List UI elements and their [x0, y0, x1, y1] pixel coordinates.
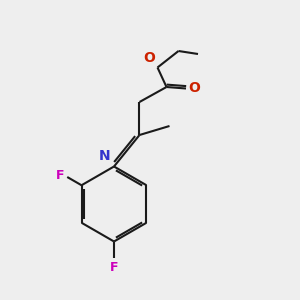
Text: F: F — [56, 169, 65, 182]
Text: N: N — [99, 149, 110, 164]
Text: O: O — [188, 82, 200, 95]
Text: O: O — [143, 51, 155, 65]
Text: F: F — [110, 261, 118, 274]
